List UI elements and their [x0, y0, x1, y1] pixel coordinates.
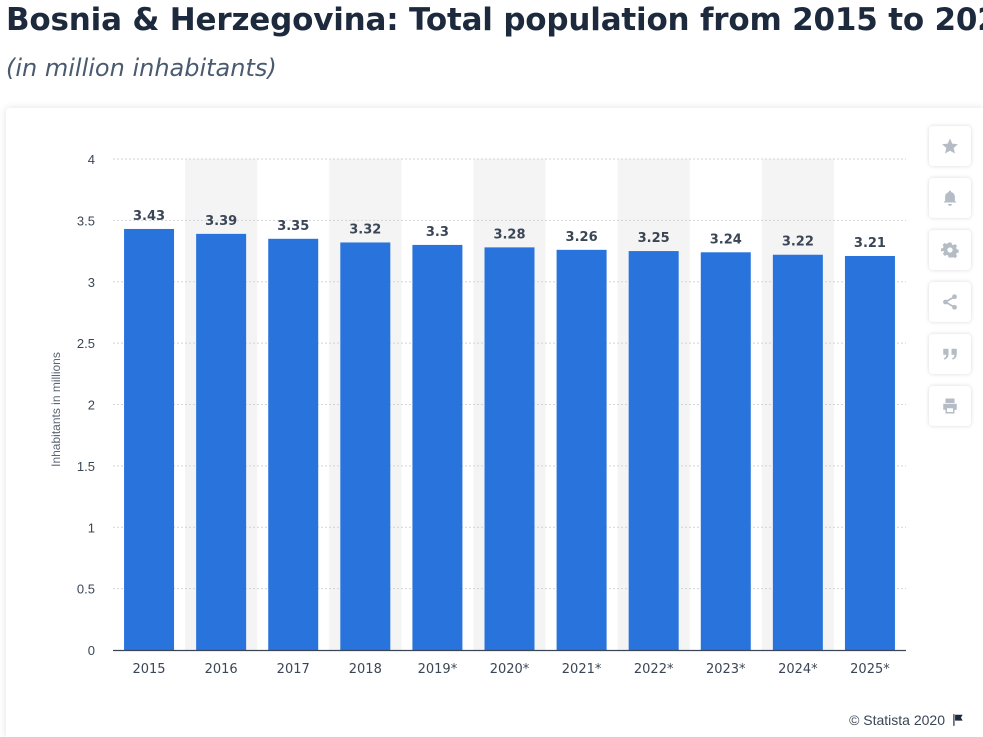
data-label: 3.25 [638, 231, 670, 246]
chart-subtitle: (in million inhabitants) [6, 54, 277, 82]
y-tick-label: 3.5 [77, 213, 95, 228]
share-button[interactable] [929, 282, 971, 322]
credit-text: © Statista 2020 [849, 712, 945, 728]
gear-icon [941, 242, 959, 259]
source-credit[interactable]: © Statista 2020 [849, 712, 965, 728]
quote-icon [943, 348, 957, 360]
data-label: 3.28 [493, 227, 525, 242]
bar-2017 [268, 238, 319, 650]
bell-icon [943, 190, 957, 206]
bar-2023 [700, 252, 751, 651]
bar-2016 [196, 233, 247, 650]
y-tick-label: 2.5 [77, 336, 95, 351]
y-tick-label: 3 [88, 275, 95, 290]
bar-2025 [844, 255, 895, 650]
data-labels: 3.43 3.39 3.35 3.32 3.3 3.28 3.26 3.25 3.24 3.22 3… [133, 209, 886, 251]
x-tick-label: 2022* [634, 662, 674, 677]
data-label: 3.3 [426, 225, 449, 240]
y-tick-label: 0.5 [77, 582, 95, 597]
bars [124, 228, 895, 651]
data-label: 3.24 [710, 232, 742, 247]
y-tick-label: 1 [88, 520, 95, 535]
bar-2015 [124, 228, 175, 650]
bar-2021 [556, 249, 607, 650]
y-tick-label: 4 [88, 152, 95, 167]
x-tick-label: 2016 [205, 662, 238, 677]
data-label: 3.22 [782, 235, 814, 250]
y-tick-label: 2 [88, 398, 95, 413]
print-icon [943, 398, 957, 414]
data-label: 3.39 [205, 214, 237, 229]
data-label: 3.21 [854, 236, 886, 251]
y-tick-label: 0 [88, 643, 95, 658]
y-axis-label: Inhabitants in millions [49, 352, 63, 467]
data-label: 3.26 [566, 230, 598, 245]
chart-title: Bosnia & Herzegovina: Total population f… [6, 2, 983, 38]
x-tick-label: 2018 [349, 662, 382, 677]
x-tick-label: 2025* [850, 662, 890, 677]
favorite-button[interactable] [929, 126, 971, 166]
print-button[interactable] [929, 386, 971, 426]
bar-2019 [412, 244, 463, 651]
x-tick-label: 2023* [706, 662, 746, 677]
data-label: 3.35 [277, 219, 309, 234]
x-axis-ticks: 2015 2016 2017 2018 2019* 2020* 2021* 2022* 2023… [132, 662, 890, 677]
x-tick-label: 2021* [562, 662, 602, 677]
y-tick-label: 1.5 [77, 459, 95, 474]
x-tick-label: 2019* [418, 662, 458, 677]
cite-button[interactable] [929, 334, 971, 374]
bar-2018 [340, 242, 391, 650]
x-tick-label: 2024* [778, 662, 818, 677]
x-tick-label: 2015 [132, 662, 165, 677]
bar-2024 [772, 254, 823, 650]
settings-button[interactable] [929, 230, 971, 270]
notification-button[interactable] [929, 178, 971, 218]
flag-icon [953, 714, 963, 726]
y-axis-ticks: 0 0.5 1 1.5 2 2.5 3 3.5 4 [77, 152, 95, 658]
bar-2020 [484, 247, 535, 650]
share-icon [943, 294, 957, 310]
bar-2022 [628, 251, 679, 650]
data-label: 3.43 [133, 209, 165, 224]
x-tick-label: 2017 [277, 662, 310, 677]
x-tick-label: 2020* [490, 662, 530, 677]
star-icon [942, 138, 958, 154]
data-label: 3.32 [349, 222, 381, 237]
